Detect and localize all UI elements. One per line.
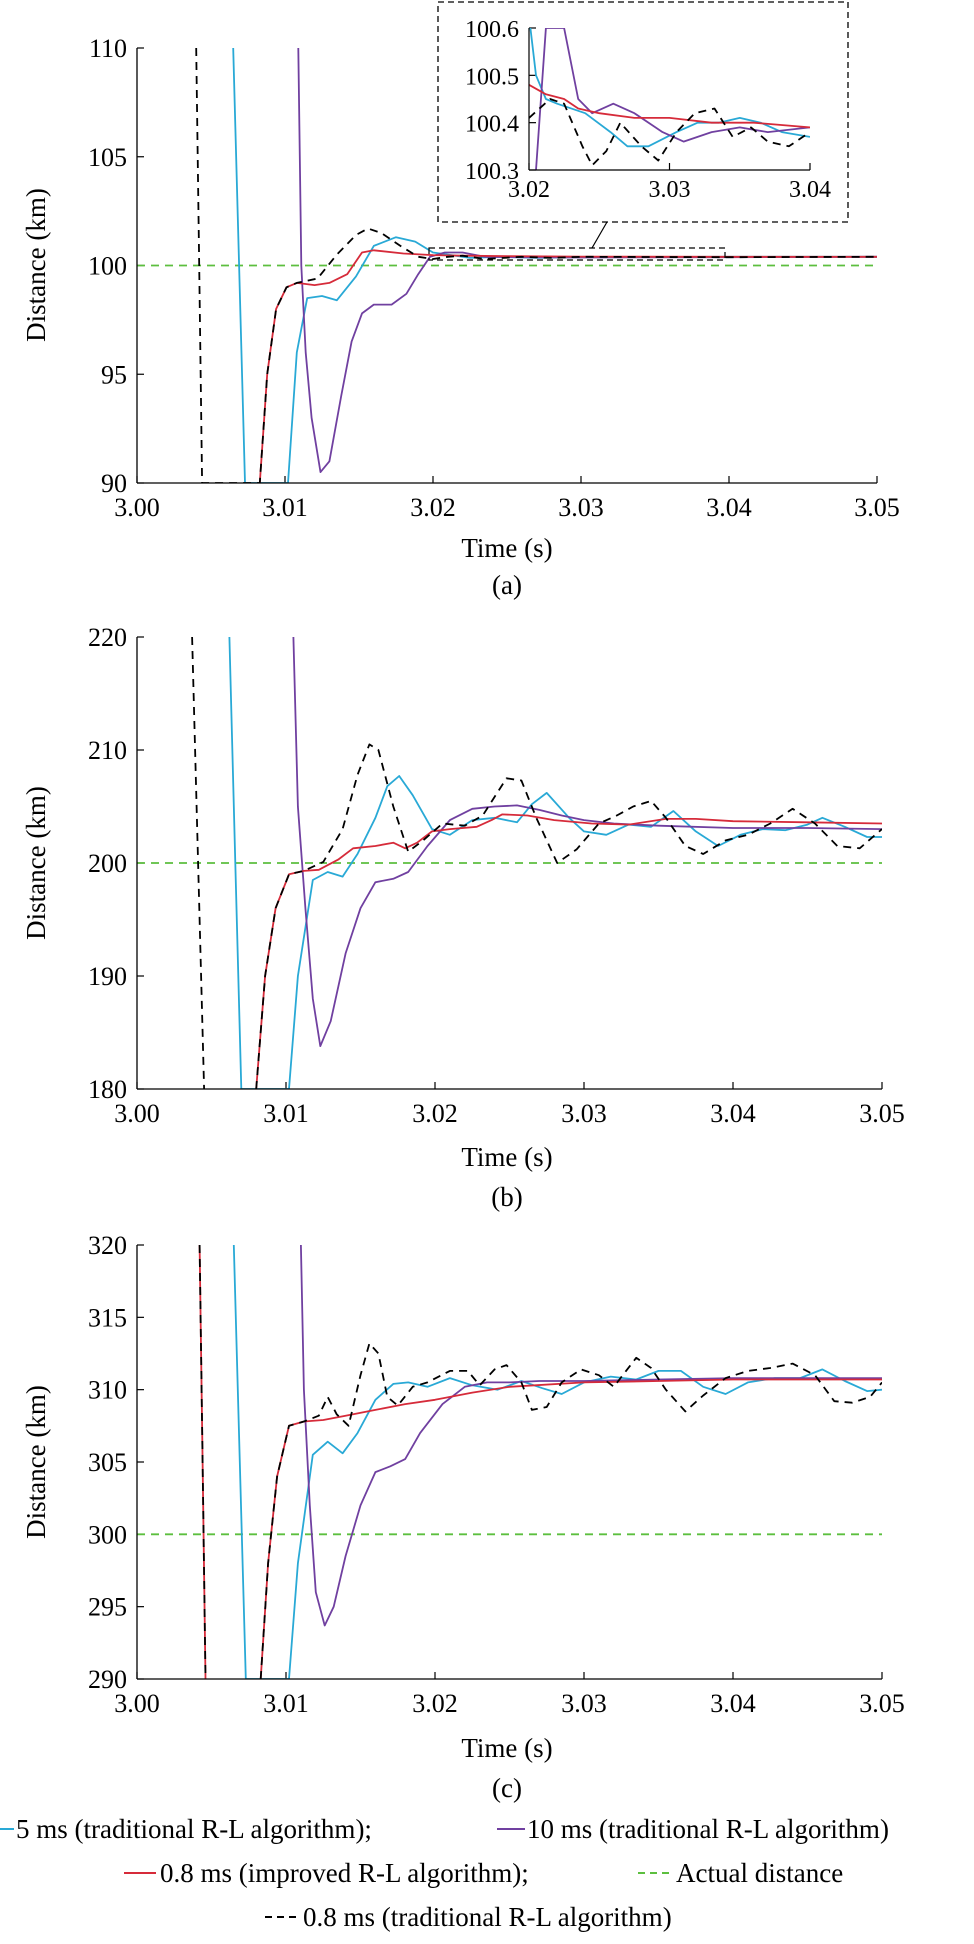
series-line-trad-10ms xyxy=(300,1245,882,1627)
series-line-trad-08ms xyxy=(191,637,205,1089)
zoom-region-box xyxy=(428,247,726,261)
axis-ticks: 3.00 3.01 3.02 3.03 3.04 3.05 290 295 300 305 310 3… xyxy=(88,1231,905,1718)
legend-item-trad-08ms: 0.8 ms (traditional R-L algorithm) xyxy=(265,1902,672,1932)
inset-plot-area xyxy=(529,28,810,170)
panel-label-a: (a) xyxy=(492,570,522,600)
x-tick-label: 3.05 xyxy=(859,1689,905,1718)
series-line-improved-08ms xyxy=(258,249,877,483)
y-tick-label: 100.6 xyxy=(465,17,519,43)
x-tick-label: 3.04 xyxy=(710,1099,756,1128)
y-tick-label: 100.5 xyxy=(465,64,519,90)
y-tick-label: 300 xyxy=(88,1520,127,1549)
y-tick-label: 95 xyxy=(101,360,127,389)
x-tick-label: 3.02 xyxy=(412,1689,458,1718)
series-line-improved-08ms xyxy=(529,84,810,129)
x-tick-label: 3.01 xyxy=(263,1689,309,1718)
y-axis-title: Distance (km) xyxy=(21,188,51,342)
y-tick-label: 305 xyxy=(88,1448,127,1477)
panel-label-b: (b) xyxy=(491,1182,522,1212)
y-axis-title: Distance (km) xyxy=(21,786,51,940)
x-tick-label: 3.00 xyxy=(114,493,160,522)
series-group xyxy=(137,637,882,1089)
plot-area xyxy=(137,1245,882,1679)
axis-ticks: 3.00 3.01 3.02 3.03 3.04 3.05 90 95 100 105 110 xyxy=(88,34,900,522)
axis-ticks: 3.00 3.01 3.02 3.03 3.04 3.05 180 190 200 210 220 xyxy=(88,623,905,1128)
y-tick-label: 320 xyxy=(88,1231,127,1260)
y-tick-label: 200 xyxy=(88,849,127,878)
y-tick-label: 100.4 xyxy=(465,112,519,138)
y-tick-label: 310 xyxy=(88,1376,127,1405)
legend: 5 ms (traditional R-L algorithm); 10 ms … xyxy=(0,1814,889,1932)
y-tick-label: 190 xyxy=(88,962,127,991)
legend-item-actual: Actual distance xyxy=(638,1858,843,1888)
x-axis-title: Time (s) xyxy=(461,1142,552,1172)
plot-area xyxy=(137,48,877,483)
y-tick-label: 100 xyxy=(88,252,127,281)
x-tick-label: 3.04 xyxy=(789,177,831,203)
chart-panel-b: 3.00 3.01 3.02 3.03 3.04 3.05180190200210220 … xyxy=(21,623,905,1212)
x-tick-label: 3.03 xyxy=(561,1689,607,1718)
y-tick-label: 110 xyxy=(89,34,127,63)
x-tick-label: 3.04 xyxy=(706,493,752,522)
legend-label: 0.8 ms (traditional R-L algorithm) xyxy=(303,1902,672,1932)
y-tick-label: 315 xyxy=(88,1303,127,1332)
series-group xyxy=(137,48,877,483)
legend-label: 0.8 ms (improved R-L algorithm); xyxy=(160,1858,529,1888)
legend-item-trad-10ms: 10 ms (traditional R-L algorithm) xyxy=(497,1814,889,1844)
x-axis-title: Time (s) xyxy=(461,1733,552,1763)
x-tick-label: 3.02 xyxy=(412,1099,458,1128)
series-line-trad-10ms xyxy=(535,28,810,170)
x-tick-label: 3.02 xyxy=(410,493,456,522)
x-tick-label: 3.03 xyxy=(558,493,604,522)
x-tick-label: 3.01 xyxy=(262,493,308,522)
chart-panel-c: 3.00 3.01 3.02 3.03 3.04 3.05 290 295 300 305 310 3… xyxy=(21,1231,905,1803)
series-line-trad-08ms xyxy=(255,743,882,1089)
series-line-trad-10ms xyxy=(292,637,882,1047)
y-tick-label: 100.3 xyxy=(465,159,519,185)
x-tick-label: 3.05 xyxy=(854,493,900,522)
plot-area xyxy=(137,637,882,1089)
x-tick-label: 3.00 xyxy=(114,1099,160,1128)
legend-item-trad-5ms: 5 ms (traditional R-L algorithm); xyxy=(0,1814,372,1844)
y-tick-label: 105 xyxy=(88,143,127,172)
legend-label: Actual distance xyxy=(676,1858,843,1888)
y-tick-label: 90 xyxy=(101,469,127,498)
series-group xyxy=(529,28,810,170)
x-tick-label: 3.01 xyxy=(263,1099,309,1128)
zoom-connector-line xyxy=(591,221,608,249)
inset-zoom-chart: 3.02 3.03 3.04 100.3 100.4 100.5 100.6 xyxy=(437,1,849,223)
x-tick-label: 3.04 xyxy=(710,1689,756,1718)
y-tick-label: 220 xyxy=(88,623,127,652)
series-line-trad-5ms xyxy=(529,28,810,148)
inset-frame xyxy=(437,1,849,223)
x-tick-label: 3.03 xyxy=(649,177,691,203)
series-line-improved-08ms xyxy=(255,813,882,1089)
chart-panel-a: 3.00 3.01 3.02 3.03 3.04 3.05 90 95 100 105 110 Ti… xyxy=(21,1,900,600)
panel-label-c: (c) xyxy=(492,1773,522,1803)
x-tick-label: 3.03 xyxy=(561,1099,607,1128)
x-tick-label: 3.02 xyxy=(508,177,550,203)
series-line-trad-08ms xyxy=(198,1245,207,1679)
x-tick-label: 3.05 xyxy=(859,1099,905,1128)
y-axis-title: Distance (km) xyxy=(21,1385,51,1539)
legend-label: 5 ms (traditional R-L algorithm); xyxy=(16,1814,372,1844)
y-tick-label: 210 xyxy=(88,736,127,765)
y-tick-label: 295 xyxy=(88,1593,127,1622)
series-line-trad-08ms xyxy=(529,98,810,167)
legend-label: 10 ms (traditional R-L algorithm) xyxy=(527,1814,889,1844)
series-line-trad-5ms xyxy=(228,637,882,1089)
x-tick-label: 3.00 xyxy=(114,1689,160,1718)
x-axis-title: Time (s) xyxy=(461,533,552,563)
y-tick-label: 290 xyxy=(88,1665,127,1694)
series-line-trad-08ms xyxy=(195,48,877,483)
series-line-trad-08ms xyxy=(259,1342,882,1679)
series-group xyxy=(137,1245,882,1679)
series-line-improved-08ms xyxy=(259,1378,882,1679)
y-tick-label: 180 xyxy=(88,1075,127,1104)
legend-item-improved-08ms: 0.8 ms (improved R-L algorithm); xyxy=(124,1858,529,1888)
inset-axis-ticks: 3.02 3.03 3.04 100.3 100.4 100.5 100.6 xyxy=(465,17,831,203)
